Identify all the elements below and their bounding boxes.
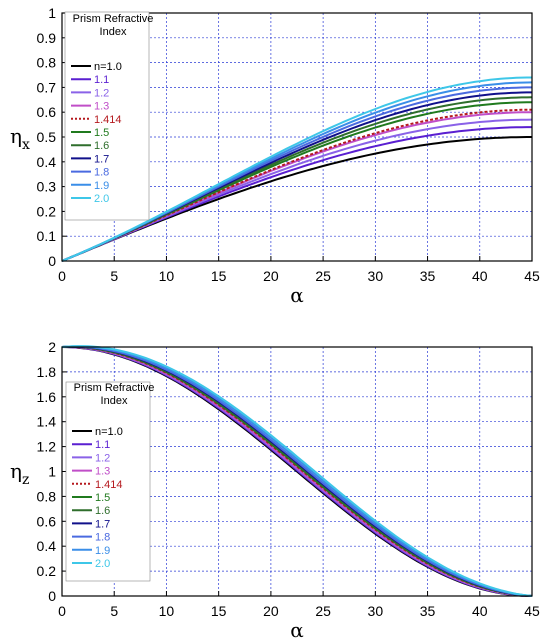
legend-entry-label: 1.8: [95, 532, 110, 544]
y-tick-label: 0.8: [37, 488, 57, 504]
x-tick-label: 20: [263, 268, 279, 284]
series-line-1-9: [61, 345, 533, 597]
x-tick-label: 5: [110, 268, 118, 284]
x-tick-label: 35: [420, 268, 436, 284]
y-axis-label: ηz: [10, 459, 29, 488]
x-tick-label: 45: [524, 603, 540, 619]
legend-entry-label: 1.2: [95, 452, 110, 464]
legend-entry-label: 1.414: [95, 479, 123, 491]
x-tick-label: 10: [159, 268, 175, 284]
x-tick-label: 0: [58, 268, 66, 284]
y-axis-label: ηx: [10, 124, 30, 153]
legend-title: Prism Refractive: [74, 382, 155, 394]
legend-entry-label: 1.3: [94, 101, 109, 113]
legend-entry-label: 1.6: [94, 140, 109, 152]
x-tick-label: 25: [315, 268, 331, 284]
legend-entry-label: 1.9: [95, 545, 110, 557]
y-tick-label: 0.3: [37, 179, 57, 195]
y-tick-label: 0.1: [37, 228, 57, 244]
x-tick-label: 15: [211, 603, 227, 619]
y-tick-label: 2: [48, 339, 56, 355]
y-tick-label: 1.8: [37, 364, 57, 380]
y-tick-label: 1.2: [37, 439, 57, 455]
x-axis-label: α: [290, 618, 304, 641]
y-tick-label: 0.2: [37, 563, 57, 579]
series-line-2-0: [61, 345, 533, 597]
x-tick-label: 0: [58, 603, 66, 619]
x-axis-label: α: [290, 283, 304, 307]
legend-entry-label: 1.5: [95, 492, 110, 504]
legend-entry-label: 1.8: [94, 167, 109, 179]
y-tick-label: 0.4: [37, 538, 57, 554]
legend-entry-label: n=1.0: [94, 61, 122, 73]
x-tick-label: 40: [472, 603, 488, 619]
x-tick-label: 20: [263, 603, 279, 619]
y-tick-label: 0.8: [37, 55, 57, 71]
y-tick-label: 0.5: [37, 129, 57, 145]
x-tick-label: 15: [211, 268, 227, 284]
bottom-panel-eta-z: 0 5 10 15 20 25 30 35 40 45 0 0.2 0.4 0.6 0.8 1 1.2 1.4 1.…: [10, 339, 540, 641]
x-tick-label: 35: [420, 603, 436, 619]
legend-title: Index: [101, 395, 128, 407]
y-tick-label: 0.6: [37, 104, 57, 120]
legend-entry-label: 1.2: [94, 87, 109, 99]
y-tick-label: 0.7: [37, 79, 57, 95]
y-tick-label: 0.6: [37, 513, 57, 529]
x-tick-label: 10: [159, 603, 175, 619]
legend-entry-label: 2.0: [95, 558, 110, 570]
legend-entry-label: 1.3: [95, 466, 110, 478]
legend-entry-label: 1.7: [94, 153, 109, 165]
y-tick-label: 1.4: [37, 414, 57, 430]
legend-entry-label: 1.6: [95, 505, 110, 517]
x-tick-label: 30: [368, 603, 384, 619]
legend-entry-label: 2.0: [94, 193, 109, 205]
legend-title: Prism Refractive: [73, 13, 154, 25]
y-tick-label: 0.2: [37, 203, 57, 219]
x-tick-label: 45: [524, 268, 540, 284]
top-panel-eta-x: 0 5 10 15 20 25 30 35 40 45 0 0.1 0.2 0.3 0.4 0.5 0.6 0.7…: [10, 5, 540, 307]
y-tick-label: 0: [48, 253, 56, 269]
legend-box: [65, 381, 151, 582]
x-tick-label: 30: [368, 268, 384, 284]
legend-entry-label: 1.7: [95, 518, 110, 530]
y-tick-label: 0.4: [37, 154, 57, 170]
legend-entry-label: 1.9: [94, 180, 109, 192]
legend-title: Index: [100, 26, 127, 38]
y-tick-label: 1.6: [37, 389, 57, 405]
x-tick-label: 40: [472, 268, 488, 284]
legend-entry-label: 1.414: [94, 114, 122, 126]
legend-entry-label: 1.5: [94, 127, 109, 139]
series-line-2-0: [61, 76, 532, 262]
legend-entry-label: 1.1: [94, 74, 109, 86]
x-tick-label: 25: [315, 603, 331, 619]
y-tick-label: 1: [48, 5, 56, 21]
legend-entry-label: 1.1: [95, 439, 110, 451]
y-tick-label: 0: [48, 588, 56, 604]
x-tick-label: 5: [110, 603, 118, 619]
legend-entry-label: n=1.0: [95, 426, 123, 438]
y-tick-label: 1: [48, 464, 56, 480]
series-line-1-8: [61, 345, 533, 597]
y-tick-label: 0.9: [37, 30, 57, 46]
